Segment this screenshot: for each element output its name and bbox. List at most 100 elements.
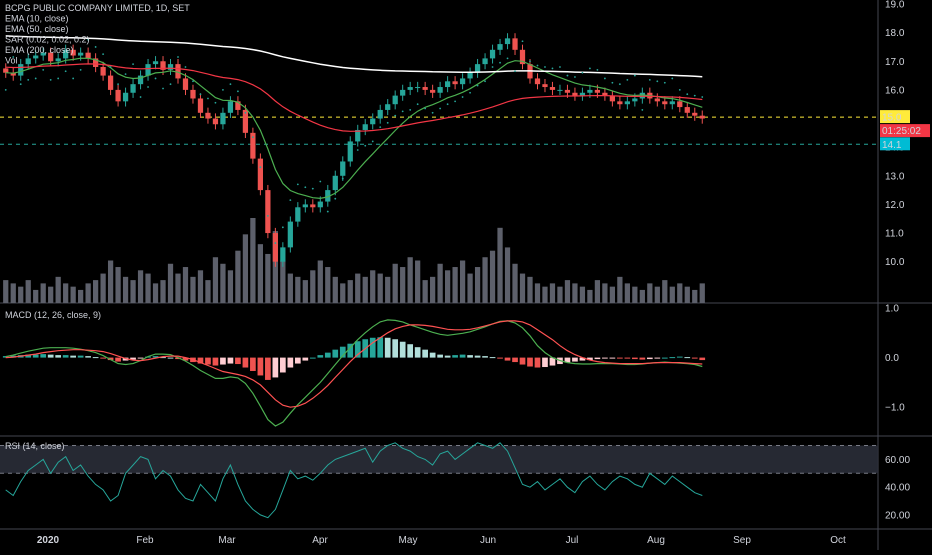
ema200-line xyxy=(5,35,703,78)
time-axis-tick: 2020 xyxy=(37,535,60,546)
volume-bar xyxy=(92,280,99,303)
sar-dot xyxy=(311,187,314,190)
macd-axis-tick: 1.0 xyxy=(885,304,899,315)
macd-histogram-bar xyxy=(676,356,683,358)
candle-body xyxy=(617,101,623,105)
sar-dot xyxy=(701,96,704,98)
volume-bar xyxy=(534,283,541,303)
volume-bar xyxy=(587,289,593,303)
macd-histogram-bar xyxy=(339,346,346,358)
sar-dot xyxy=(491,66,494,68)
macd-histogram-bar xyxy=(100,357,106,359)
indicator-legend: EMA (10, close) xyxy=(5,14,69,24)
sar-dot xyxy=(266,214,269,217)
sar-dot xyxy=(401,110,404,113)
volume-bar xyxy=(639,289,645,303)
volume-bar xyxy=(182,267,189,303)
volume-bar xyxy=(190,276,196,303)
macd-histogram-bar xyxy=(414,347,421,358)
macd-histogram-bar xyxy=(257,357,264,376)
candle-body xyxy=(190,89,196,99)
candle-body xyxy=(280,247,286,262)
sar-dot xyxy=(506,57,509,60)
macd-histogram-bar xyxy=(265,357,271,380)
volume-bar xyxy=(242,234,249,303)
macd-histogram-bar xyxy=(377,337,384,358)
macd-histogram-bar xyxy=(280,357,286,373)
candle-body xyxy=(265,190,271,234)
sar-dot xyxy=(334,197,337,200)
candle-body xyxy=(92,58,99,67)
volume-bar xyxy=(647,283,653,303)
last-price-label-bg xyxy=(880,110,910,124)
rsi-band xyxy=(0,445,878,474)
sar-dot xyxy=(177,56,179,58)
sar-dot xyxy=(147,86,149,88)
macd-histogram-bar xyxy=(294,357,301,364)
volume-bar xyxy=(310,270,316,303)
volume-bar xyxy=(63,283,69,303)
volume-bar xyxy=(504,247,511,303)
macd-histogram-bar xyxy=(302,357,309,361)
candle-body xyxy=(310,204,316,208)
candle-body xyxy=(452,81,458,85)
price-axis-tick: 19.0 xyxy=(885,0,905,11)
candle-body xyxy=(347,141,353,162)
volume-bar xyxy=(347,280,353,303)
macd-histogram-bar xyxy=(602,357,608,359)
volume-bar xyxy=(684,286,690,303)
macd-histogram-bar xyxy=(504,357,511,361)
candle-body xyxy=(220,112,226,125)
volume-bar xyxy=(459,260,466,303)
candle-body xyxy=(407,87,413,90)
macd-histogram-bar xyxy=(332,349,339,358)
candle-body xyxy=(422,87,428,90)
macd-histogram-bar xyxy=(137,357,144,359)
macd-line xyxy=(5,319,703,427)
candle-body xyxy=(684,107,690,113)
sar-dot xyxy=(222,88,224,91)
indicator-legend: SAR (0.02, 0.02, 0.2) xyxy=(5,35,90,45)
volume-bar xyxy=(519,273,526,303)
macd-histogram-bar xyxy=(684,357,691,359)
candle-body xyxy=(70,49,76,56)
volume-bar xyxy=(677,283,683,303)
sar-dot xyxy=(611,81,614,84)
volume-bar xyxy=(55,276,61,303)
candle-body xyxy=(430,89,436,93)
candle-body xyxy=(467,72,473,79)
volume-bar xyxy=(145,273,151,303)
candle-body xyxy=(227,101,234,113)
candle-body xyxy=(572,92,578,96)
grid-layer xyxy=(0,116,878,145)
volume-bar xyxy=(107,260,114,303)
sar-dot xyxy=(529,60,531,63)
sar-dot xyxy=(34,77,37,80)
sar-dot xyxy=(289,199,292,202)
sar-dot xyxy=(663,81,666,84)
level2-label: 14.1 xyxy=(882,140,902,151)
candle-body xyxy=(474,64,481,73)
sar-dot xyxy=(57,77,60,80)
candle-body xyxy=(400,89,406,96)
candle-body xyxy=(444,81,451,88)
macd-histogram-bar xyxy=(115,357,121,362)
volume-bar xyxy=(340,283,346,303)
macd-histogram-bar xyxy=(167,357,174,359)
sar-dot xyxy=(454,100,457,103)
candle-body xyxy=(340,161,346,176)
volume-bar xyxy=(407,257,413,303)
price-axis-tick: 12.0 xyxy=(885,200,905,211)
sar-dot xyxy=(274,242,277,244)
sar-dot xyxy=(439,107,442,110)
sar-dot xyxy=(64,70,67,73)
price-axis-tick: 13.0 xyxy=(885,171,905,182)
macd-histogram-bar xyxy=(47,354,54,358)
candle-body xyxy=(504,38,511,45)
sar-dot xyxy=(94,46,97,48)
macd-histogram-bar xyxy=(347,343,354,358)
macd-histogram-bar xyxy=(646,357,653,360)
macd-histogram-bar xyxy=(691,357,698,359)
volume-bar xyxy=(662,280,668,303)
